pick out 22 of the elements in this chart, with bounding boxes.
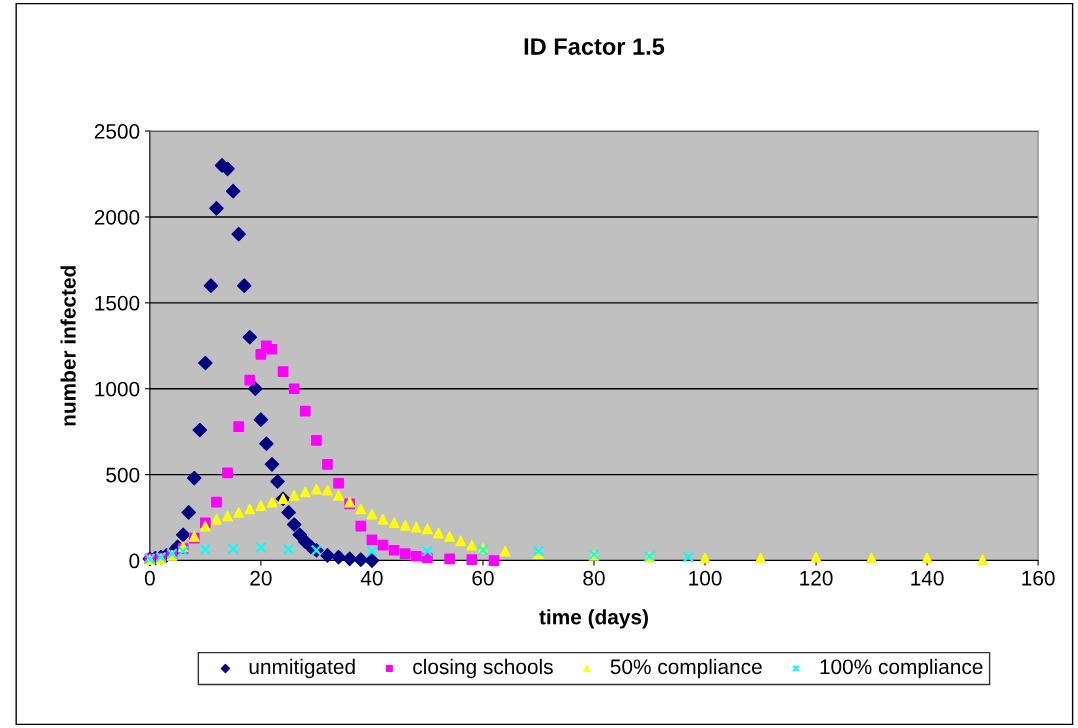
- x-tick-label: 120: [800, 570, 833, 586]
- y-tick-label: 2500: [94, 124, 140, 139]
- x-tick-label: 60: [472, 570, 494, 586]
- y-tick-label: 0: [129, 553, 140, 569]
- chart-title: ID Factor 1.5: [524, 38, 665, 55]
- x-axis-title: time (days): [539, 609, 648, 629]
- x-tick-label: 140: [911, 570, 944, 586]
- x-tick-label: 20: [250, 570, 272, 586]
- legend-label: unmitigated: [249, 658, 355, 679]
- y-axis-title: number infected: [60, 266, 76, 426]
- x-tick-label: 40: [360, 570, 383, 586]
- x-tick-label: 160: [1022, 570, 1055, 586]
- x-tick-label: 100: [689, 570, 722, 586]
- legend-label: closing schools: [413, 658, 553, 679]
- y-tick-label: 1000: [95, 381, 140, 397]
- x-tick-label: 80: [583, 570, 605, 586]
- legend-label: 50% compliance: [610, 658, 762, 679]
- y-tick-label: 2000: [94, 209, 140, 225]
- legend-label: 100% compliance: [820, 658, 983, 679]
- x-tick-label: 0: [144, 570, 155, 586]
- y-tick-label: 500: [106, 467, 140, 483]
- y-tick-label: 1500: [95, 295, 140, 311]
